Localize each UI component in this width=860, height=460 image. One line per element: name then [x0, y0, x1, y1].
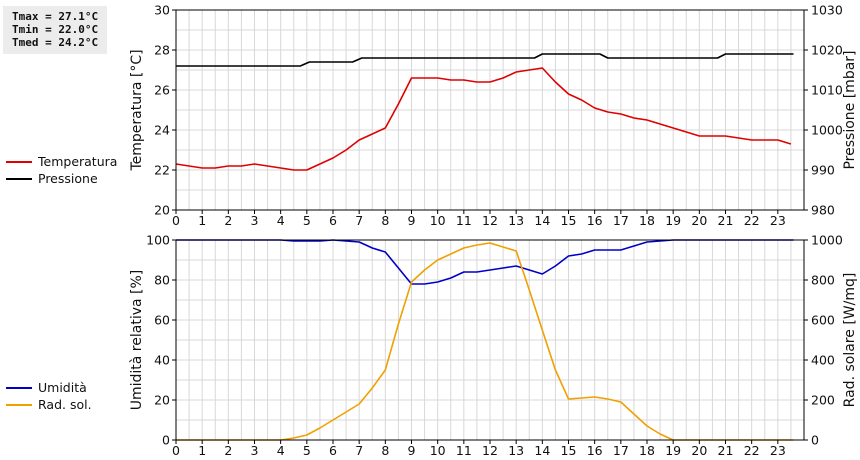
bottom-x-tick-label: 15: [561, 443, 577, 458]
top-y-left-tick-label: 20: [154, 203, 170, 218]
top-y-right-tick-label: 1010: [811, 83, 843, 98]
bottom-x-tick-label: 18: [639, 443, 655, 458]
bottom-x-tick-label: 17: [613, 443, 629, 458]
bottom-x-tick-label: 10: [430, 443, 446, 458]
legend-swatch-umidita: [6, 386, 32, 389]
legend-bottom: Umidità Rad. sol.: [6, 379, 92, 413]
top-x-tick-label: 17: [613, 213, 629, 228]
legend-item-umidita: Umidità: [6, 379, 92, 396]
top-y-right-tick-label: 980: [811, 203, 835, 218]
top-y-right-tick-label: 1000: [811, 123, 843, 138]
top-y-left-tick-label: 22: [154, 163, 170, 178]
bottom-y-right-tick-label: 0: [811, 433, 819, 448]
top-x-tick-label: 4: [277, 213, 285, 228]
top-x-tick-label: 18: [639, 213, 655, 228]
series-line-pressione: [176, 53, 794, 67]
top-x-tick-label: 23: [770, 213, 786, 228]
legend-label-radsol: Rad. sol.: [38, 397, 92, 412]
bottom-x-tick-label: 9: [408, 443, 416, 458]
top-x-tick-label: 1: [198, 213, 206, 228]
top-x-tick-label: 5: [303, 213, 311, 228]
bottom-x-tick-label: 2: [224, 443, 232, 458]
legend-item-radsol: Rad. sol.: [6, 396, 92, 413]
top-y-right-tick-label: 990: [811, 163, 835, 178]
bottom-y-right-axis-label: Rad. solare [W/mq]: [842, 273, 858, 408]
top-x-tick-label: 11: [456, 213, 472, 228]
top-y-right-tick-label: 1020: [811, 43, 843, 58]
top-y-left-tick-label: 24: [154, 123, 170, 138]
top-y-left-axis-label: Temperatura [°C]: [129, 49, 145, 171]
bottom-y-left-axis-label: Umidità relativa [%]: [129, 270, 145, 411]
bottom-y-left-tick-label: 20: [154, 393, 170, 408]
bottom-x-tick-label: 16: [587, 443, 603, 458]
legend-label-umidita: Umidità: [38, 380, 87, 395]
bottom-x-tick-label: 23: [770, 443, 786, 458]
legend-item-temperatura: Temperatura: [6, 153, 117, 170]
bottom-y-right-tick-label: 800: [811, 273, 835, 288]
bottom-x-tick-label: 1: [198, 443, 206, 458]
top-x-tick-label: 15: [561, 213, 577, 228]
top-x-tick-label: 3: [251, 213, 259, 228]
top-x-tick-label: 22: [744, 213, 760, 228]
bottom-y-right-tick-label: 400: [811, 353, 835, 368]
top-y-left-tick-label: 28: [154, 43, 170, 58]
bottom-x-tick-label: 3: [251, 443, 259, 458]
tmax-label: Tmax = 27.1°C: [12, 10, 99, 23]
top-x-tick-label: 0: [172, 213, 180, 228]
top-x-tick-label: 12: [482, 213, 498, 228]
top-x-tick-label: 14: [534, 213, 550, 228]
bottom-y-left-tick-label: 40: [154, 353, 170, 368]
top-x-tick-label: 6: [329, 213, 337, 228]
tmed-label: Tmed = 24.2°C: [12, 36, 99, 49]
bottom-y-left-tick-label: 100: [146, 233, 170, 248]
bottom-x-tick-label: 13: [508, 443, 524, 458]
bottom-y-left-tick-label: 60: [154, 313, 170, 328]
bottom-x-tick-label: 21: [718, 443, 734, 458]
top-y-left-tick-label: 30: [154, 3, 170, 18]
bottom-y-right-tick-label: 600: [811, 313, 835, 328]
top-x-tick-label: 16: [587, 213, 603, 228]
top-y-left-tick-label: 26: [154, 83, 170, 98]
top-x-tick-label: 10: [430, 213, 446, 228]
legend-swatch-pressione: [6, 177, 32, 180]
bottom-x-tick-label: 6: [329, 443, 337, 458]
bottom-x-tick-label: 11: [456, 443, 472, 458]
top-x-tick-label: 2: [224, 213, 232, 228]
top-x-tick-label: 21: [718, 213, 734, 228]
bottom-x-tick-label: 5: [303, 443, 311, 458]
bottom-y-left-tick-label: 80: [154, 273, 170, 288]
legend-swatch-temperatura: [6, 160, 32, 163]
top-y-right-tick-label: 1030: [811, 3, 843, 18]
bottom-x-tick-label: 12: [482, 443, 498, 458]
series-line-rad-sol-: [176, 242, 794, 441]
bottom-x-tick-label: 22: [744, 443, 760, 458]
series-line-temperatura: [175, 67, 792, 171]
bottom-x-tick-label: 7: [355, 443, 363, 458]
bottom-x-tick-label: 0: [172, 443, 180, 458]
bottom-x-tick-label: 14: [534, 443, 550, 458]
stats-box: Tmax = 27.1°C Tmin = 22.0°C Tmed = 24.2°…: [3, 6, 107, 54]
tmin-label: Tmin = 22.0°C: [12, 23, 99, 36]
top-x-tick-label: 9: [408, 213, 416, 228]
bottom-y-right-tick-label: 200: [811, 393, 835, 408]
top-x-tick-label: 7: [355, 213, 363, 228]
bottom-x-tick-label: 4: [277, 443, 285, 458]
top-x-tick-label: 20: [691, 213, 707, 228]
top-x-tick-label: 13: [508, 213, 524, 228]
legend-item-pressione: Pressione: [6, 170, 117, 187]
top-x-tick-label: 19: [665, 213, 681, 228]
bottom-x-tick-label: 8: [381, 443, 389, 458]
legend-label-temperatura: Temperatura: [38, 154, 118, 169]
top-y-right-axis-label: Pressione [mbar]: [842, 50, 858, 169]
legend-label-pressione: Pressione: [38, 171, 98, 186]
legend-swatch-radsol: [6, 403, 32, 406]
bottom-y-right-tick-label: 1000: [811, 233, 843, 248]
bottom-x-tick-label: 19: [665, 443, 681, 458]
bottom-x-tick-label: 20: [691, 443, 707, 458]
bottom-y-left-tick-label: 0: [162, 433, 170, 448]
top-x-tick-label: 8: [381, 213, 389, 228]
legend-top: Temperatura Pressione: [6, 153, 117, 187]
